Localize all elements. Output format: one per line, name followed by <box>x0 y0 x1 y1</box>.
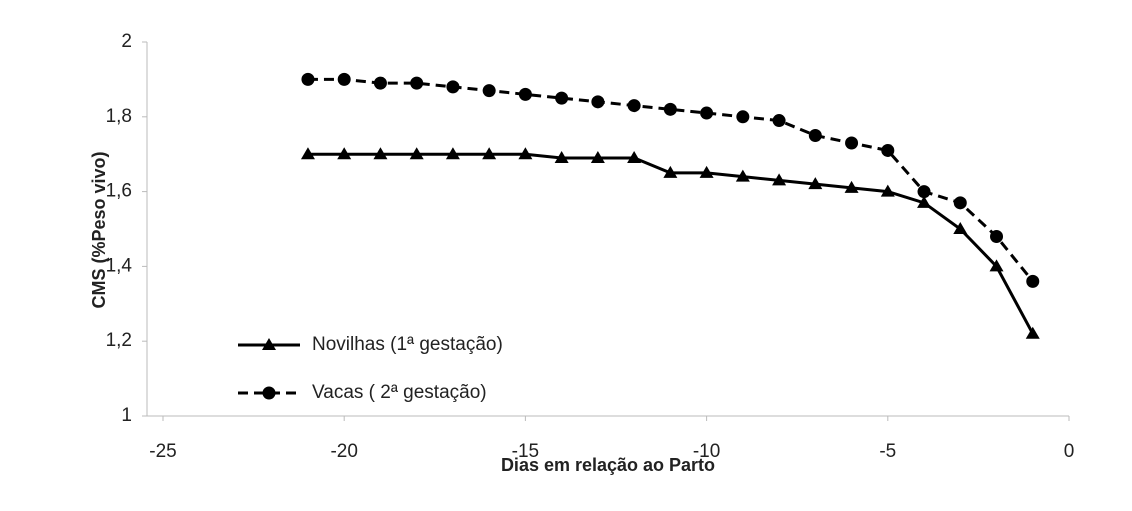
point <box>300 147 315 160</box>
point <box>482 147 497 160</box>
point <box>772 114 786 128</box>
point <box>410 76 424 90</box>
point <box>554 150 569 163</box>
point <box>663 102 677 116</box>
y-tick-label: 1,4 <box>106 255 133 276</box>
point <box>301 72 315 86</box>
point <box>736 110 750 124</box>
point <box>772 173 787 186</box>
point <box>445 147 460 160</box>
point <box>735 169 750 182</box>
point <box>337 72 351 86</box>
point <box>1026 274 1040 288</box>
point <box>627 99 641 113</box>
point <box>699 165 714 178</box>
point <box>917 185 931 199</box>
point <box>627 150 642 163</box>
point <box>555 91 569 105</box>
point <box>663 165 678 178</box>
point <box>808 129 822 142</box>
point <box>845 136 859 150</box>
legend-label: Vacas ( 2ª gestação) <box>312 382 487 403</box>
y-tick-label: 1 <box>121 405 132 426</box>
point <box>700 106 714 120</box>
x-tick-label: -20 <box>330 441 357 462</box>
point <box>591 95 605 109</box>
legend-label: Novilhas (1ª gestação) <box>312 334 503 355</box>
point <box>482 84 496 98</box>
point <box>953 196 967 210</box>
point <box>990 229 1004 243</box>
point <box>953 222 968 234</box>
point <box>518 147 533 160</box>
y-axis-title: CMS (%Peso vivo) <box>89 151 109 308</box>
series-line <box>307 77 1034 283</box>
x-axis-title: Dias em relação ao Parto <box>501 455 715 475</box>
x-tick-label: -10 <box>693 441 720 462</box>
point <box>518 87 532 101</box>
point <box>881 143 895 157</box>
point <box>446 80 460 94</box>
x-tick-label: 0 <box>1064 441 1075 462</box>
point <box>373 147 388 160</box>
y-tick-label: 1,8 <box>106 106 132 127</box>
x-tick-label: -15 <box>512 441 539 462</box>
x-tick-label: -5 <box>879 441 896 462</box>
legend-marker <box>262 338 276 350</box>
point <box>1025 326 1040 339</box>
y-tick-label: 1,2 <box>106 330 132 351</box>
x-tick-label: -25 <box>149 441 176 462</box>
point <box>590 150 605 163</box>
point <box>844 180 859 193</box>
legend-marker <box>262 386 276 400</box>
point <box>880 184 895 197</box>
y-tick-label: 2 <box>121 31 132 52</box>
series-line <box>307 152 1035 335</box>
point <box>808 177 823 190</box>
y-tick-label: 1,6 <box>106 181 132 202</box>
point <box>409 147 424 160</box>
point <box>373 76 387 90</box>
point <box>337 147 352 160</box>
point <box>917 195 932 208</box>
point <box>989 259 1004 272</box>
